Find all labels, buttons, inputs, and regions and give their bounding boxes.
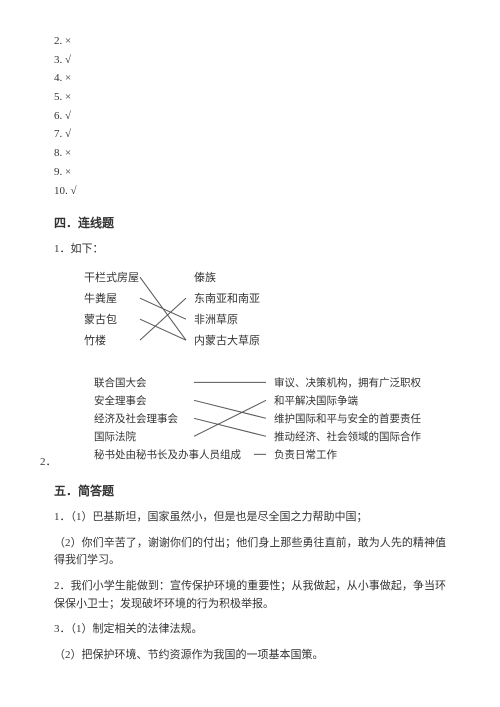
tf-item: 7. √ [54,125,446,144]
tf-num: 5. [54,91,62,103]
svg-text:安全理事会: 安全理事会 [94,394,147,407]
tf-num: 10. [54,185,68,197]
svg-text:联合国大会: 联合国大会 [94,376,147,389]
svg-text:审议、决策机构，拥有广泛职权: 审议、决策机构，拥有广泛职权 [274,376,421,389]
tf-item: 10. √ [54,182,446,201]
short-answer-block: 1．（1）巴基斯坦，国家虽然小，但是也是尽全国之力帮助中国； （2）你们辛苦了，… [54,509,446,664]
tf-item: 6. √ [54,107,446,126]
tf-item: 5. × [54,88,446,107]
svg-text:傣族: 傣族 [194,270,216,284]
svg-text:维护国际和平与安全的首要责任: 维护国际和平与安全的首要责任 [274,412,421,425]
tf-item: 4. × [54,69,446,88]
svg-text:内蒙古大草原: 内蒙古大草原 [194,333,260,347]
tf-item: 8. × [54,144,446,163]
matching-diagram-2: 联合国大会安全理事会经济及社会理事会国际法院秘书处由秘书长及办事人员组成 审议、决… [54,372,444,472]
tf-item: 2. × [54,32,446,51]
tf-num: 6. [54,110,62,122]
tf-mark: √ [65,110,71,122]
tf-num: 9. [54,166,62,178]
svg-text:秘书处由秘书长及办事人员组成: 秘书处由秘书长及办事人员组成 [94,448,241,461]
tf-num: 2. [54,35,62,47]
tf-item: 9. × [54,163,446,182]
section-5-title: 五．简答题 [54,482,446,501]
answer-line: 2．我们小学生能做到：宣传保护环境的重要性；从我做起，从小事做起，争当环保保小卫… [54,578,446,613]
tf-mark: × [65,35,71,47]
svg-text:蒙古包: 蒙古包 [84,313,117,326]
svg-text:经济及社会理事会: 经济及社会理事会 [94,412,178,425]
tf-num: 4. [54,72,62,84]
svg-text:竹楼: 竹楼 [84,333,106,347]
tf-mark: √ [71,185,77,197]
svg-text:干栏式房屋: 干栏式房屋 [84,270,139,284]
tf-mark: × [65,147,71,159]
tf-mark: × [65,166,71,178]
q2-prefix: 2． [40,454,57,472]
svg-text:推动经济、社会领域的国际合作: 推动经济、社会领域的国际合作 [274,430,421,443]
answer-line: 1．（1）巴基斯坦，国家虽然小，但是也是尽全国之力帮助中国； [54,509,446,527]
answer-line: （2）把保护环境、节约资源作为我国的一项基本国策。 [54,647,446,665]
tf-num: 3. [54,54,62,66]
tf-mark: √ [65,54,71,66]
svg-text:负责日常工作: 负责日常工作 [274,448,337,461]
tf-mark: × [65,91,71,103]
tf-answers: 2. × 3. √ 4. × 5. × 6. √ 7. √ 8. × 9. × … [54,32,446,200]
svg-text:非洲草原: 非洲草原 [194,313,238,326]
q1-intro: 1．如下： [54,241,446,259]
tf-num: 7. [54,128,62,140]
answer-line: 3．（1）制定相关的法律法规。 [54,621,446,639]
section-4-title: 四．连线题 [54,214,446,233]
tf-mark: √ [65,128,71,140]
svg-text:牛粪屋: 牛粪屋 [84,291,117,305]
tf-item: 3. √ [54,51,446,70]
svg-text:国际法院: 国际法院 [94,430,136,443]
answer-line: （2）你们辛苦了，谢谢你们的付出；他们身上那些勇往直前，敢为人先的精神值得我们学… [54,535,446,570]
matching-diagram-1: 干栏式房屋牛粪屋蒙古包竹楼 傣族东南亚和南亚非洲草原内蒙古大草原 [54,267,334,362]
svg-text:和平解决国际争端: 和平解决国际争端 [274,394,358,407]
svg-text:东南亚和南亚: 东南亚和南亚 [194,292,260,305]
tf-num: 8. [54,147,62,159]
tf-mark: × [65,72,71,84]
